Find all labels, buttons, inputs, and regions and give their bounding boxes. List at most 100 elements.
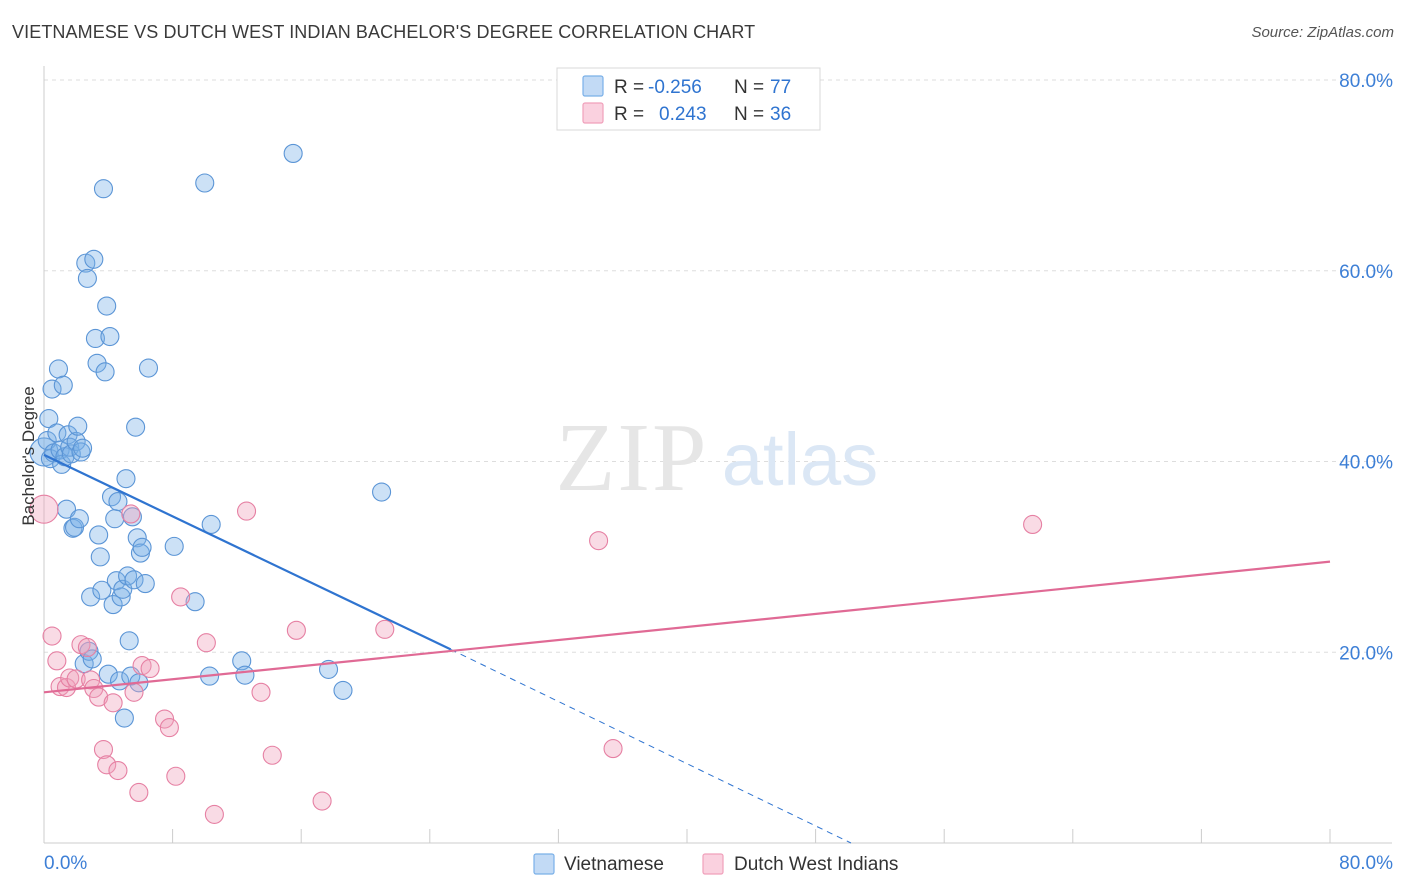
data-point-dutch-west-indians [124, 682, 144, 702]
data-point-vietnamese [39, 409, 59, 429]
data-point-dutch-west-indians [236, 501, 257, 521]
data-point-dutch-west-indians [93, 739, 114, 760]
legend-r-label-2: R = [614, 104, 644, 125]
data-point-vietnamese [111, 587, 131, 607]
data-point-vietnamese [185, 592, 205, 612]
legend-r-label-1: R = [614, 77, 644, 98]
y-tick-label: 80.0% [1339, 71, 1393, 92]
data-point-dutch-west-indians [1023, 514, 1043, 534]
data-point-dutch-west-indians [140, 658, 160, 679]
series-legend-label-vietnamese: Vietnamese [564, 854, 664, 875]
legend-r-value-2: 0.243 [659, 104, 707, 125]
data-point-vietnamese [164, 536, 184, 556]
data-point-vietnamese [69, 509, 89, 529]
data-point-dutch-west-indians [60, 668, 80, 688]
trend-line-dutch-west-indians [43, 560, 1331, 694]
data-point-vietnamese [232, 651, 252, 671]
data-point-vietnamese [103, 595, 123, 615]
x-tick-label: 0.0% [44, 853, 87, 874]
legend-n-label-2: N = [734, 104, 764, 125]
series-legend: Vietnamese Dutch West Indians [533, 853, 898, 875]
data-point-dutch-west-indians [47, 651, 67, 671]
legend-n-value-1: 77 [770, 77, 791, 98]
data-point-dutch-west-indians [166, 766, 186, 786]
data-point-dutch-west-indians [108, 760, 128, 781]
data-point-dutch-west-indians [251, 682, 271, 702]
data-point-dutch-west-indians [286, 620, 306, 640]
data-point-vietnamese [201, 514, 221, 534]
watermark: ZIP atlas [556, 404, 879, 512]
data-point-vietnamese [89, 525, 109, 545]
y-tick-label: 60.0% [1339, 262, 1393, 283]
legend-r-value-1: -0.256 [648, 77, 702, 98]
chart-title: VIETNAMESE VS DUTCH WEST INDIAN BACHELOR… [12, 22, 756, 42]
data-point-vietnamese [122, 507, 142, 527]
source-label: Source: ZipAtlas.com [1251, 24, 1394, 41]
x-tick-label: 80.0% [1339, 853, 1393, 874]
data-point-vietnamese [95, 362, 115, 382]
data-point-vietnamese [132, 537, 152, 557]
tick-labels: 20.0% 40.0% 60.0% 80.0% 0.0% 80.0% [44, 71, 1393, 874]
data-point-vietnamese [97, 296, 117, 316]
data-point-vietnamese [81, 587, 101, 607]
data-point-dutch-west-indians [89, 687, 109, 707]
data-point-dutch-west-indians [42, 626, 62, 646]
data-point-dutch-west-indians [129, 782, 149, 803]
legend-n-label-1: N = [734, 77, 764, 98]
data-point-dutch-west-indians [121, 504, 141, 524]
data-point-dutch-west-indians [97, 755, 117, 775]
data-point-vietnamese [116, 469, 136, 489]
data-point-dutch-west-indians [603, 739, 623, 759]
y-tick-label: 20.0% [1339, 643, 1393, 664]
data-point-vietnamese [100, 327, 120, 347]
legend-swatch-dutch-west-indians [582, 102, 604, 124]
data-point-vietnamese [235, 665, 255, 685]
axes [43, 66, 1392, 844]
data-point-dutch-west-indians [196, 633, 216, 653]
data-point-vietnamese [135, 574, 155, 594]
data-point-vietnamese [77, 268, 97, 288]
data-point-vietnamese [124, 570, 144, 590]
data-point-dutch-west-indians [77, 637, 97, 658]
data-point-vietnamese [283, 143, 303, 163]
legend-n-value-2: 36 [770, 104, 791, 125]
grid-lines [44, 79, 1392, 653]
data-point-vietnamese [127, 528, 147, 548]
data-point-dutch-west-indians [159, 718, 179, 738]
y-tick-label: 40.0% [1339, 453, 1393, 474]
y-axis-label: Bachelor's Degree [19, 386, 38, 525]
series-legend-swatch-dutch-west-indians [702, 853, 724, 875]
data-point-vietnamese [85, 328, 105, 349]
trend-line-vietnamese [43, 453, 452, 651]
data-point-vietnamese [126, 417, 146, 437]
data-point-vietnamese [68, 416, 88, 436]
data-point-vietnamese [195, 173, 215, 193]
data-point-dutch-west-indians [589, 531, 609, 551]
data-point-dutch-west-indians [103, 693, 123, 713]
data-point-vietnamese [61, 444, 81, 464]
data-point-vietnamese [82, 649, 102, 669]
data-point-vietnamese [138, 358, 159, 378]
data-point-dutch-west-indians [262, 745, 282, 765]
data-point-vietnamese [90, 547, 110, 567]
data-point-dutch-west-indians [375, 619, 395, 639]
series-legend-label-dutch-west-indians: Dutch West Indians [734, 854, 898, 875]
legend-swatch-vietnamese [582, 75, 604, 97]
data-point-vietnamese [63, 518, 83, 538]
data-point-vietnamese [53, 375, 73, 395]
data-point-vietnamese [93, 179, 114, 199]
data-point-dutch-west-indians [29, 494, 59, 524]
stats-legend: R = -0.256 N = 77 R = 0.243 N = 36 [556, 67, 821, 131]
data-point-vietnamese [114, 708, 134, 728]
data-point-dutch-west-indians [204, 804, 224, 824]
series-legend-swatch-vietnamese [533, 853, 555, 875]
watermark-atlas: atlas [722, 418, 878, 501]
data-point-vietnamese [108, 492, 128, 512]
data-point-vietnamese [37, 430, 57, 451]
data-point-dutch-west-indians [312, 791, 332, 811]
data-point-vietnamese [84, 249, 104, 269]
data-point-vietnamese [372, 482, 392, 502]
data-point-vietnamese [48, 359, 69, 379]
data-points [29, 143, 1043, 824]
